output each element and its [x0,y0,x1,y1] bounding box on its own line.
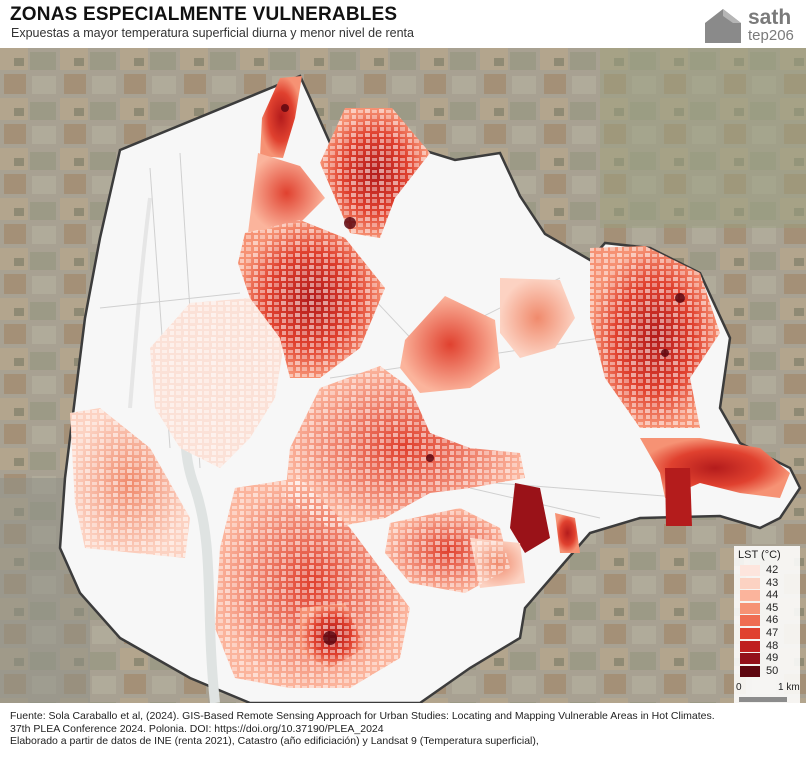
legend-value: 49 [766,652,779,665]
legend-swatch [740,640,760,652]
scale-bar: 0 1 km [734,680,800,706]
scale-end: 1 km [778,682,800,693]
legend-value: 47 [766,627,779,639]
legend-swatch [740,665,760,677]
legend-value: 48 [766,639,779,652]
legend-swatch [740,565,760,576]
zone-south-east-hot [510,483,550,553]
legend-value: 46 [766,614,779,627]
map-title: ZONAS ESPECIALMENTE VULNERABLES [10,4,398,25]
source-line-2: 37th PLEA Conference 2024. Polonia. DOI:… [10,722,384,735]
legend-swatch [740,590,760,602]
house-icon [705,9,741,43]
source-line-3: Elaborado a partir de datos de INE (rent… [10,735,539,747]
zone-north-central [248,153,325,233]
legend-value: 45 [766,601,779,614]
map-subtitle: Expuestas a mayor temperatura superficia… [11,26,414,40]
legend-value: 43 [766,576,779,589]
logo-group: tep206 [748,27,794,44]
zone-east-north [500,278,575,358]
legend-swatch [740,653,760,665]
legend-swatch [740,602,760,614]
logo: sath tep206 [700,4,800,48]
logo-name: sath [748,6,792,29]
legend: LST (°C) 42 43 44 45 46 47 48 49 50 [734,546,800,706]
zone-north-strip [260,76,302,158]
zone-east-pocket [665,468,692,526]
legend-swatch [740,615,760,627]
map-canvas[interactable] [0,48,806,703]
source-line-1: Fuente: Sola Caraballo et al, (2024). GI… [10,710,715,722]
scale-bar-line [739,697,787,702]
legend-value: 44 [766,589,779,602]
legend-swatch [740,577,760,589]
legend-title: LST (°C) [738,549,781,561]
legend-swatch [740,628,760,639]
source-footer: Fuente: Sola Caraballo et al, (2024). GI… [10,710,715,748]
zone-south-east-small [555,513,580,553]
zone-east-mid [400,296,500,393]
map-svg [0,48,806,703]
legend-value: 50 [766,664,779,677]
scale-start: 0 [736,682,742,693]
legend-value: 42 [766,564,779,576]
